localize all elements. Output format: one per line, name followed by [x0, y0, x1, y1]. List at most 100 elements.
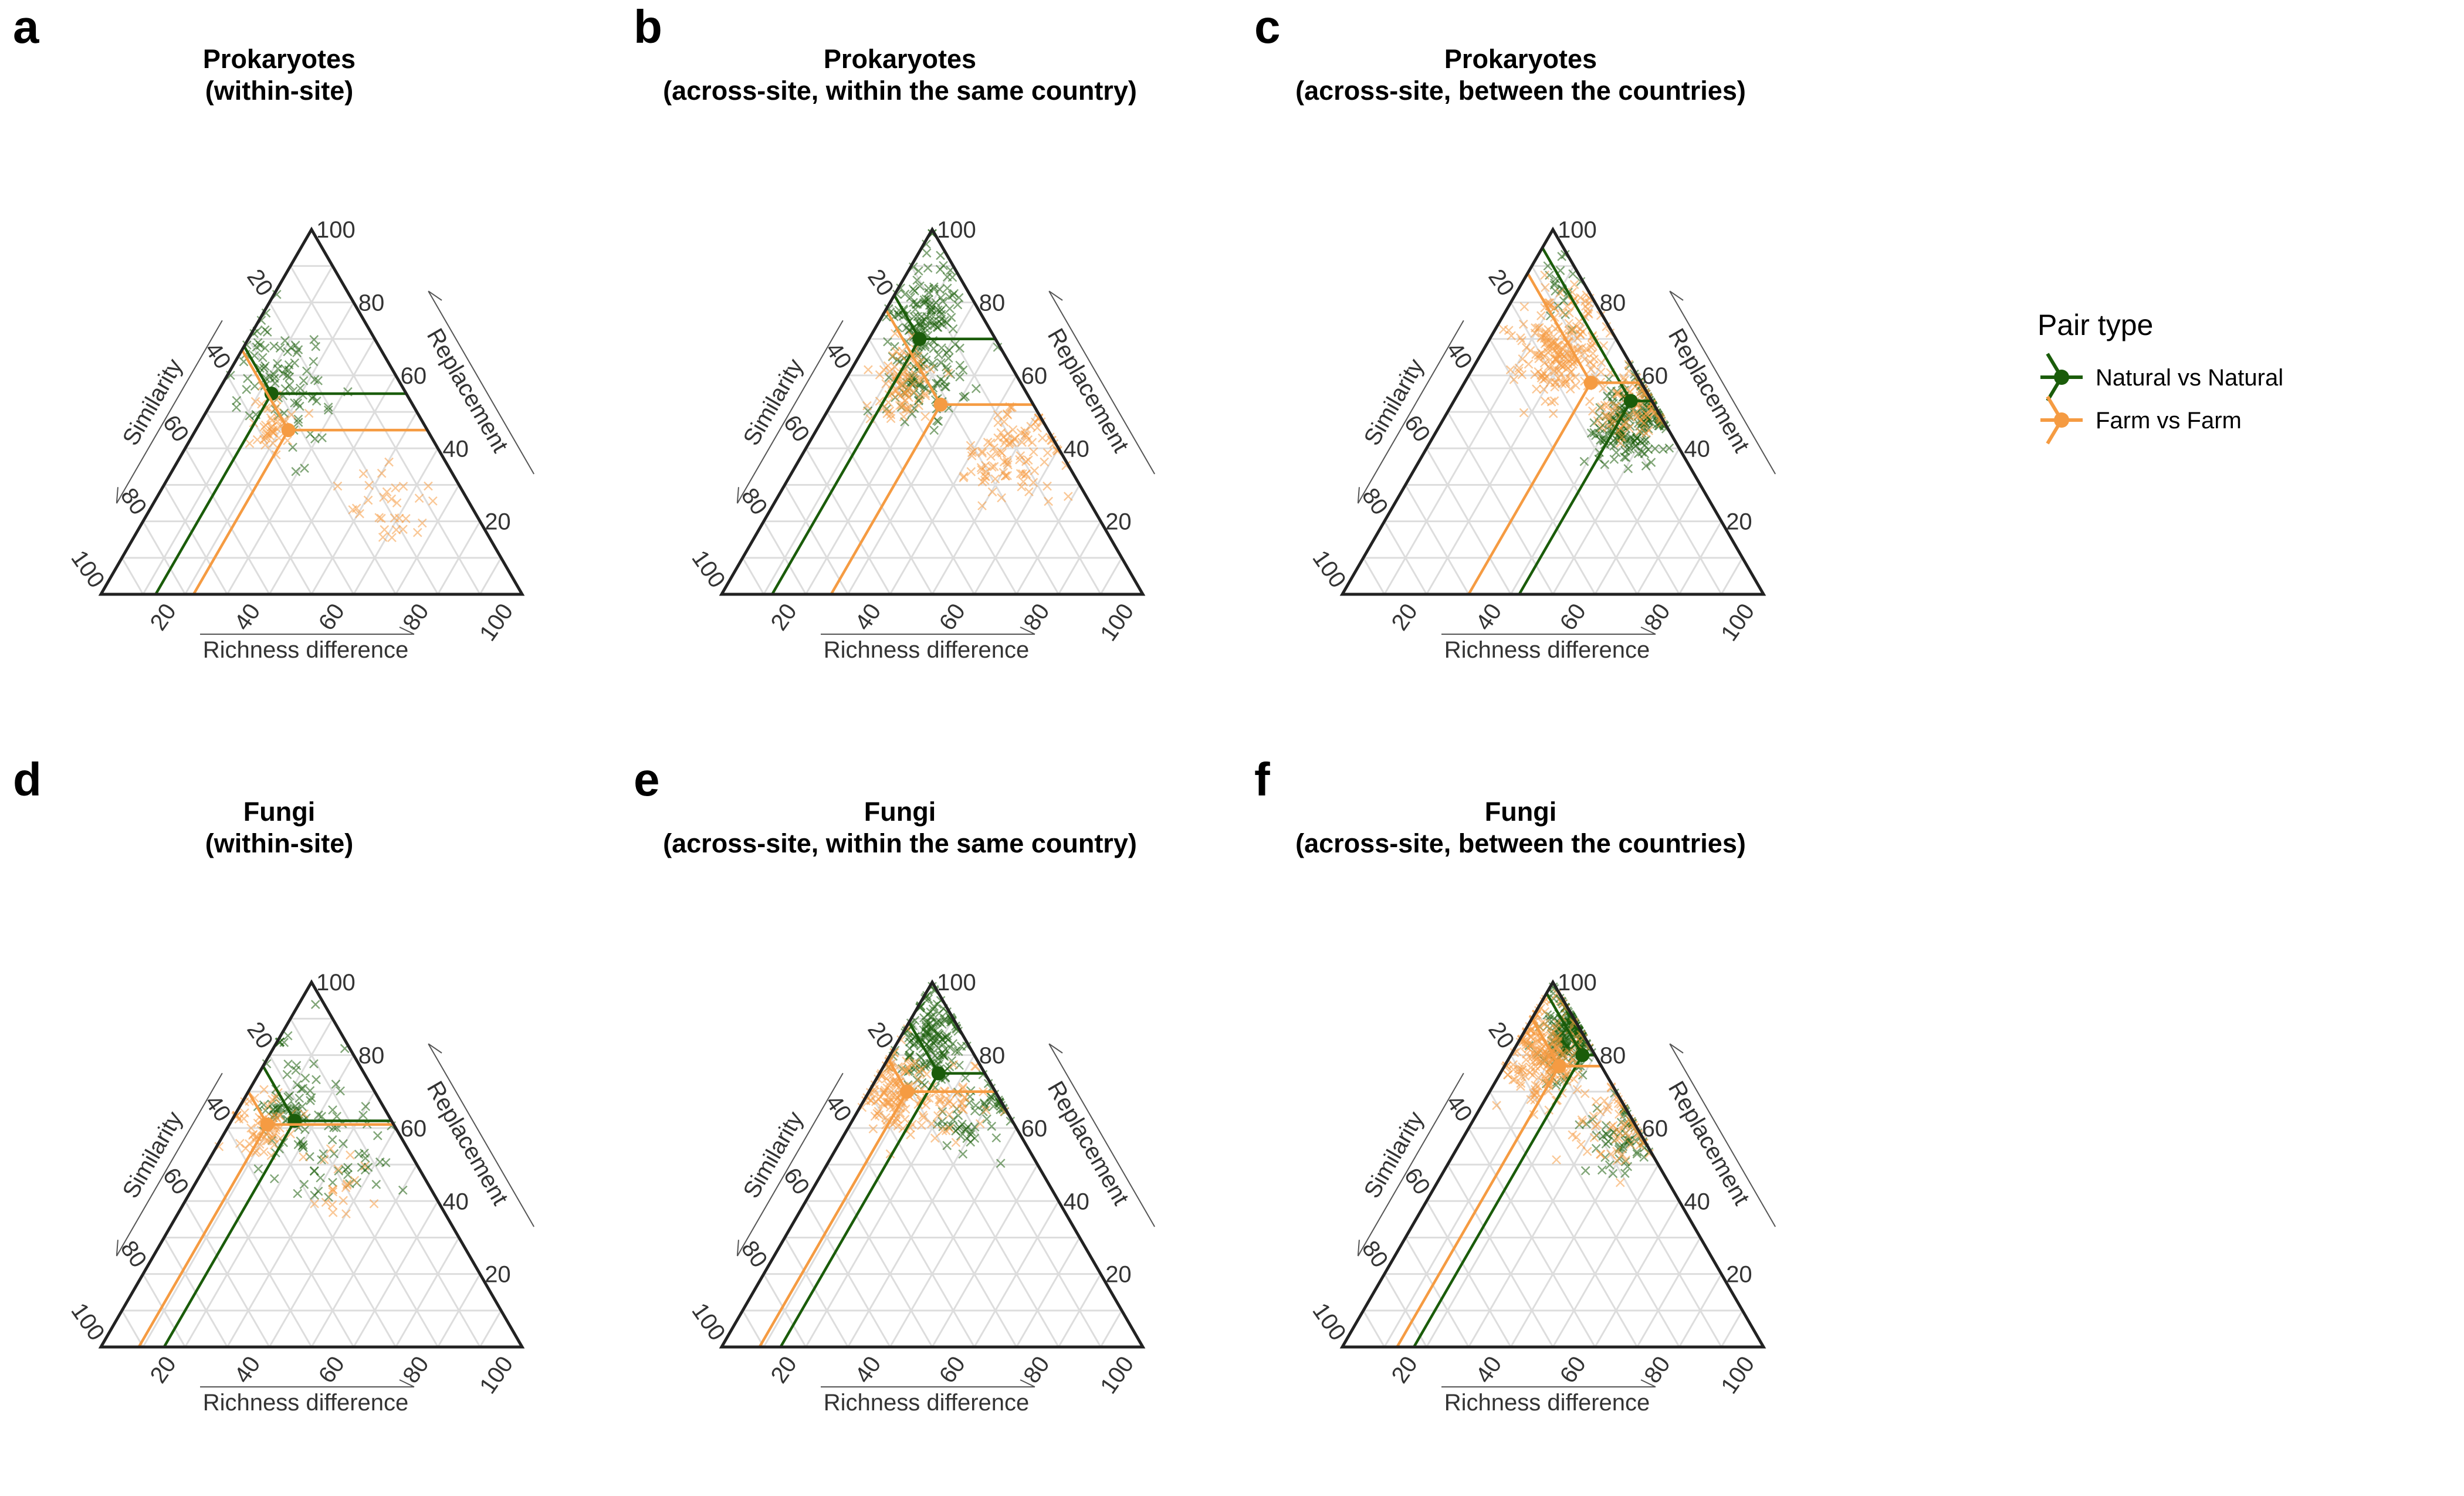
data-point [953, 1124, 963, 1133]
gridline-richness [226, 1091, 375, 1348]
data-point [902, 390, 912, 400]
data-point [276, 1102, 286, 1112]
data-point [384, 457, 394, 467]
axis-title-richness: Richness difference [824, 637, 1030, 663]
data-point [1659, 444, 1668, 454]
data-point [1589, 1133, 1599, 1142]
data-point [1023, 435, 1033, 445]
data-point [1565, 368, 1575, 378]
gridline-richness [763, 265, 955, 595]
data-point [1571, 373, 1580, 382]
data-point [1017, 438, 1027, 447]
data-point [896, 400, 906, 410]
gridline-richness [1636, 1237, 1701, 1348]
data-point [1593, 416, 1603, 426]
data-point [1549, 303, 1559, 313]
legend-title: Pair type [2037, 309, 2153, 341]
panel-title: Prokaryotes (across-site, within the same… [663, 44, 1137, 106]
data-point [1600, 401, 1610, 410]
data-point [1603, 421, 1613, 431]
axis-title-richness: Richness difference [1444, 1390, 1650, 1416]
data-point [1602, 1105, 1612, 1115]
data-point [962, 1133, 972, 1143]
data-point [966, 441, 976, 451]
data-point [398, 524, 408, 534]
series-mean-farm [758, 1058, 996, 1348]
data-point [1550, 382, 1560, 392]
data-point [915, 375, 925, 385]
tick-label-replacement: 20 [485, 509, 511, 535]
data-point [875, 370, 885, 380]
axis-arrow-replacement-group [1048, 290, 1156, 475]
data-point [391, 483, 400, 493]
data-point [954, 293, 964, 303]
data-point [1564, 1047, 1574, 1057]
data-point [290, 1101, 300, 1111]
data-point [251, 397, 260, 407]
gridline-richness [1468, 1091, 1617, 1348]
data-point [387, 533, 397, 543]
data-point [1623, 1136, 1633, 1145]
data-point [911, 300, 921, 309]
tick-label-replacement: 60 [1021, 363, 1048, 389]
data-point [379, 492, 388, 502]
data-point [246, 1123, 256, 1133]
data-point [1534, 367, 1544, 377]
gridline-richness [353, 1200, 439, 1348]
series-mean-farm [137, 1091, 394, 1348]
data-point [327, 1200, 337, 1210]
data-point [358, 1111, 368, 1120]
data-point [923, 263, 933, 273]
data-point [1577, 1115, 1587, 1125]
data-point [398, 482, 408, 491]
tick-label-replacement: 100 [1558, 970, 1597, 996]
data-point [945, 1109, 955, 1119]
data-point [1552, 1019, 1562, 1029]
data-point [1609, 455, 1619, 464]
data-point [993, 418, 1003, 428]
data-point [378, 532, 388, 542]
tick-label-richness: 40 [229, 599, 266, 635]
data-point [1553, 340, 1562, 350]
data-point [883, 361, 893, 371]
data-point [258, 353, 268, 363]
data-point [377, 468, 387, 478]
data-point [924, 287, 934, 297]
axis-arrow-similarity [116, 1072, 223, 1257]
data-point [310, 375, 320, 384]
data-point [1619, 373, 1629, 383]
data-point [977, 448, 987, 458]
tick-label-replacement: 20 [1105, 509, 1132, 535]
data-point [232, 395, 242, 405]
data-point [971, 384, 981, 394]
data-point [920, 391, 930, 401]
data-point [936, 251, 945, 260]
data-point [1603, 1136, 1613, 1146]
data-point [924, 1041, 934, 1051]
data-point [1532, 384, 1541, 394]
data-point [977, 446, 987, 456]
panel-title: Prokaryotes (across-site, between the cou… [1295, 44, 1746, 106]
data-point [916, 1121, 926, 1131]
gridline-richness [847, 338, 996, 595]
data-point [342, 1180, 352, 1190]
data-point [990, 474, 1000, 484]
data-point [292, 1080, 302, 1089]
data-point [306, 1096, 315, 1105]
tick-label-richness: 40 [850, 1352, 886, 1388]
data-point [259, 363, 269, 373]
data-point [1021, 470, 1031, 479]
ternary-panel-f: f Fungi (across-site, between the countrie… [1254, 753, 1776, 1416]
tick-label-replacement: 40 [1684, 1189, 1710, 1214]
axis-arrow-replacement [1669, 290, 1776, 475]
data-point [903, 1062, 913, 1072]
data-point [242, 385, 252, 394]
data-point [261, 431, 270, 441]
gridline-similarity [121, 1310, 144, 1348]
axis-arrow-replacement [428, 290, 535, 475]
data-point [1038, 433, 1047, 443]
data-point [956, 1131, 966, 1141]
data-point [1641, 461, 1651, 471]
data-point [269, 341, 279, 351]
